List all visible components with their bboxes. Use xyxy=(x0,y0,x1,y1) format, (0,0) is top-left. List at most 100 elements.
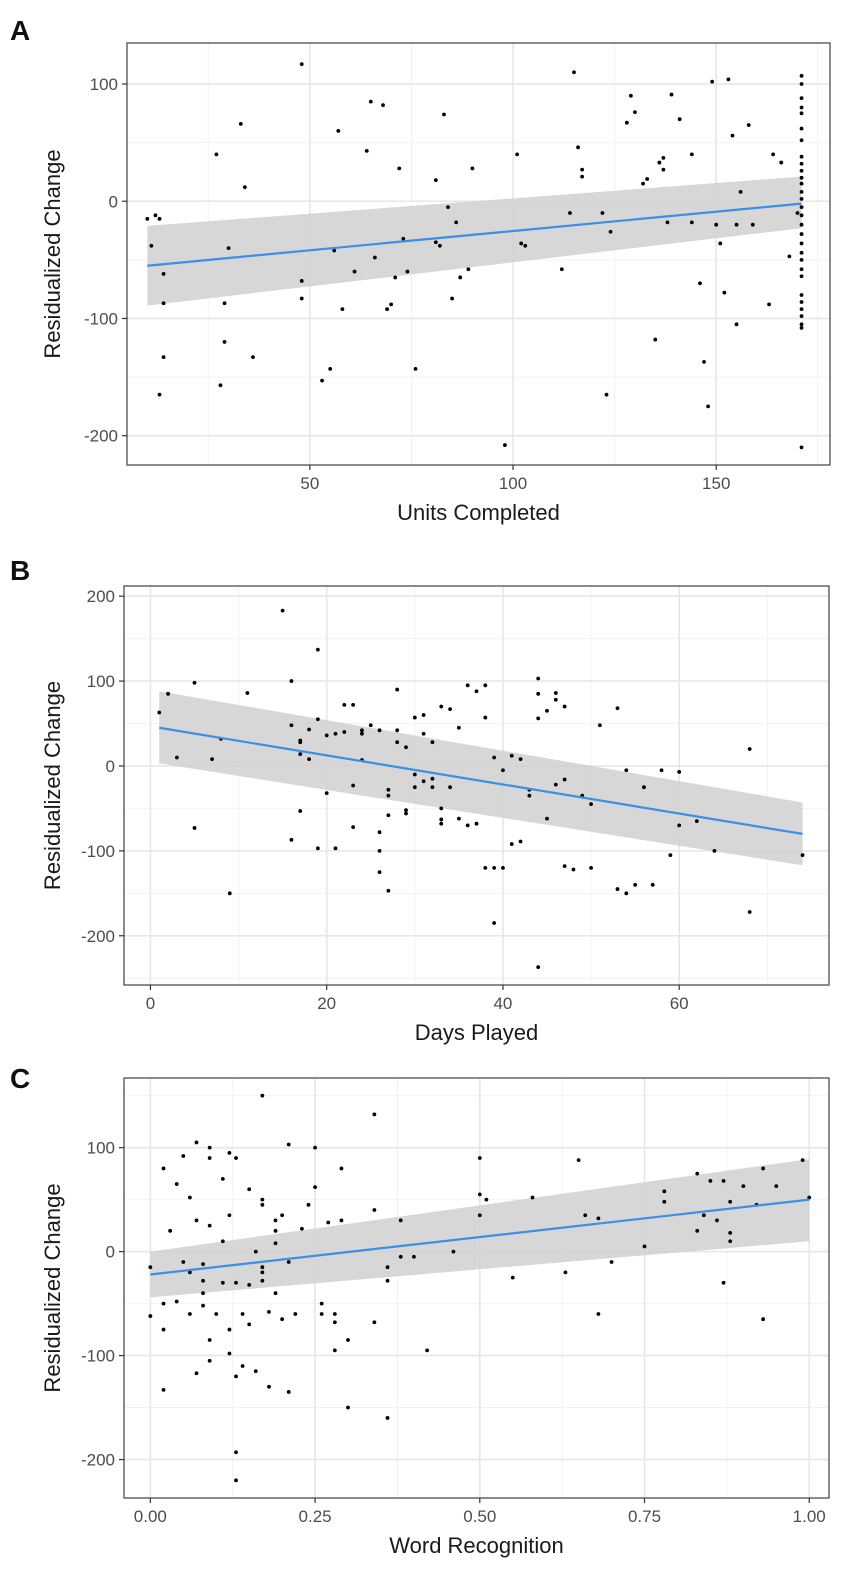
x-tick-label: 0 xyxy=(146,994,155,1013)
data-point xyxy=(728,1231,733,1235)
data-point xyxy=(174,1299,179,1304)
data-point xyxy=(624,891,629,896)
data-point xyxy=(351,825,356,829)
data-point xyxy=(799,205,804,210)
data-point xyxy=(761,1166,766,1171)
data-point xyxy=(466,267,471,272)
data-point xyxy=(234,1156,238,1160)
data-point xyxy=(562,704,567,709)
panel-border xyxy=(123,1077,830,1499)
data-point xyxy=(799,232,804,236)
data-point xyxy=(339,1218,344,1223)
data-point xyxy=(609,1260,614,1264)
data-point xyxy=(333,731,338,736)
confidence-band xyxy=(159,691,803,866)
data-point xyxy=(234,1280,238,1285)
y-tick-label: 0 xyxy=(109,192,118,211)
data-point xyxy=(315,717,320,722)
data-point xyxy=(677,117,682,122)
data-point xyxy=(398,1254,403,1259)
data-point xyxy=(161,1387,166,1392)
data-point xyxy=(333,846,338,851)
data-point xyxy=(273,1218,278,1223)
y-axis-title: Residualized Change xyxy=(40,681,65,890)
panel-a: 50 100 150 100 0 -100 -200 Units Completed Resid… xyxy=(10,15,831,525)
data-point xyxy=(633,110,637,115)
data-point xyxy=(799,111,804,116)
data-point xyxy=(168,1228,173,1233)
data-point xyxy=(771,152,776,157)
data-point xyxy=(604,392,609,397)
data-point xyxy=(596,1216,601,1221)
data-point xyxy=(779,160,784,165)
data-point xyxy=(800,1158,805,1163)
panel-label: C xyxy=(10,1063,30,1094)
data-point xyxy=(421,779,426,784)
data-point xyxy=(746,123,751,127)
data-point xyxy=(734,322,739,327)
data-point xyxy=(474,821,479,826)
data-point xyxy=(421,713,426,717)
x-axis-title: Days Played xyxy=(415,1020,539,1045)
data-point xyxy=(799,445,804,450)
data-point xyxy=(346,1338,350,1342)
data-point xyxy=(653,337,658,342)
data-point xyxy=(289,723,294,728)
data-point xyxy=(708,1179,713,1183)
data-point xyxy=(799,161,804,166)
data-point xyxy=(260,1197,265,1202)
regression-line xyxy=(150,1198,810,1276)
data-point xyxy=(545,816,549,821)
data-point xyxy=(483,715,488,720)
data-point xyxy=(245,691,250,695)
y-tick-label: -100 xyxy=(81,1347,115,1366)
data-point xyxy=(741,1184,746,1189)
data-point xyxy=(247,1322,252,1327)
data-point xyxy=(368,99,373,104)
data-point xyxy=(799,197,804,201)
data-point xyxy=(501,768,505,773)
data-point xyxy=(166,691,170,696)
data-point xyxy=(251,355,255,360)
data-point xyxy=(799,105,804,110)
data-point xyxy=(536,691,541,696)
data-point xyxy=(336,129,341,133)
data-point xyxy=(307,757,311,762)
data-point xyxy=(273,1228,278,1233)
data-point xyxy=(332,1312,337,1316)
x-tick-label: 0.75 xyxy=(628,1507,661,1526)
data-point xyxy=(332,1348,337,1353)
data-point xyxy=(536,965,541,970)
data-point xyxy=(148,1265,153,1270)
data-point xyxy=(734,222,739,227)
data-point xyxy=(706,404,710,409)
data-point xyxy=(385,1416,390,1420)
data-point xyxy=(519,241,524,246)
data-point xyxy=(386,888,391,893)
data-point xyxy=(799,293,804,297)
data-point xyxy=(280,1213,285,1218)
data-point xyxy=(807,1195,812,1200)
data-point xyxy=(412,772,417,777)
data-point xyxy=(553,782,558,787)
data-point xyxy=(412,785,417,790)
data-point xyxy=(492,865,497,870)
data-point xyxy=(299,279,304,283)
data-point xyxy=(446,205,450,210)
data-point xyxy=(201,1291,205,1296)
data-point xyxy=(456,816,461,821)
data-point xyxy=(332,248,337,253)
data-point xyxy=(439,704,444,709)
data-point xyxy=(747,910,752,914)
data-point xyxy=(799,322,804,327)
data-point xyxy=(518,839,523,844)
data-point xyxy=(299,296,304,301)
data-point xyxy=(589,802,593,807)
data-point xyxy=(474,689,479,694)
data-point xyxy=(600,211,605,215)
data-point xyxy=(448,707,452,711)
data-point xyxy=(153,213,158,218)
data-point xyxy=(299,1226,304,1231)
y-tick-label: 100 xyxy=(87,672,115,691)
